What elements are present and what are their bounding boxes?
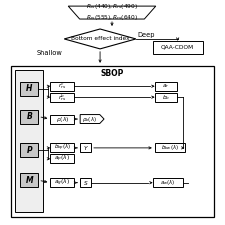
Bar [155, 143, 185, 152]
Text: Deep: Deep [138, 32, 155, 38]
Text: $b_{bw}(\lambda)$: $b_{bw}(\lambda)$ [161, 143, 179, 152]
Bar [20, 143, 38, 157]
Polygon shape [64, 29, 136, 49]
Polygon shape [80, 115, 104, 124]
Bar [50, 143, 74, 152]
Bar [50, 178, 74, 187]
Bar [155, 82, 177, 91]
Bar [80, 143, 91, 152]
Text: $a_r$: $a_r$ [162, 82, 169, 90]
Text: $r_{rs}^c$: $r_{rs}^c$ [58, 81, 66, 91]
Text: $a_w(\lambda)$: $a_w(\lambda)$ [160, 178, 176, 187]
Text: $Y$: $Y$ [83, 144, 89, 152]
Bar [155, 93, 177, 102]
Text: $S$: $S$ [83, 179, 88, 187]
Text: H: H [26, 84, 33, 93]
Text: $a_g(\lambda)$: $a_g(\lambda)$ [54, 178, 70, 188]
Text: $b_{bp}(\lambda)$: $b_{bp}(\lambda)$ [54, 143, 71, 153]
Bar [20, 110, 38, 124]
Bar [50, 93, 74, 102]
Text: SBOP: SBOP [101, 69, 124, 78]
Bar [50, 82, 74, 91]
Bar [20, 173, 38, 187]
Text: M: M [26, 176, 33, 185]
Text: $r_{rs}^b$: $r_{rs}^b$ [58, 92, 66, 103]
Bar [153, 178, 183, 187]
Bar [50, 115, 74, 124]
Text: P: P [27, 146, 32, 155]
Bar [153, 41, 202, 54]
Text: $b_b$: $b_b$ [162, 93, 170, 102]
Text: $a_p(\lambda)$: $a_p(\lambda)$ [54, 154, 70, 164]
Text: $R_{rs}(440), R_{rs}(490)$
$R_{rs}(555), R_{rs}(640)$: $R_{rs}(440), R_{rs}(490)$ $R_{rs}(555),… [86, 2, 138, 22]
Text: Shallow: Shallow [36, 50, 62, 56]
Bar [80, 178, 91, 187]
Bar [20, 82, 38, 96]
Text: QAA-CDOM: QAA-CDOM [161, 45, 194, 50]
Text: B: B [27, 112, 32, 121]
Text: $\rho_b(\lambda)$: $\rho_b(\lambda)$ [82, 115, 97, 124]
Bar [16, 70, 43, 212]
Text: $\rho(\lambda)$: $\rho(\lambda)$ [56, 115, 69, 124]
Text: Bottom effect index: Bottom effect index [71, 36, 129, 41]
Polygon shape [68, 6, 156, 19]
Bar [50, 154, 74, 163]
Bar [11, 66, 214, 217]
